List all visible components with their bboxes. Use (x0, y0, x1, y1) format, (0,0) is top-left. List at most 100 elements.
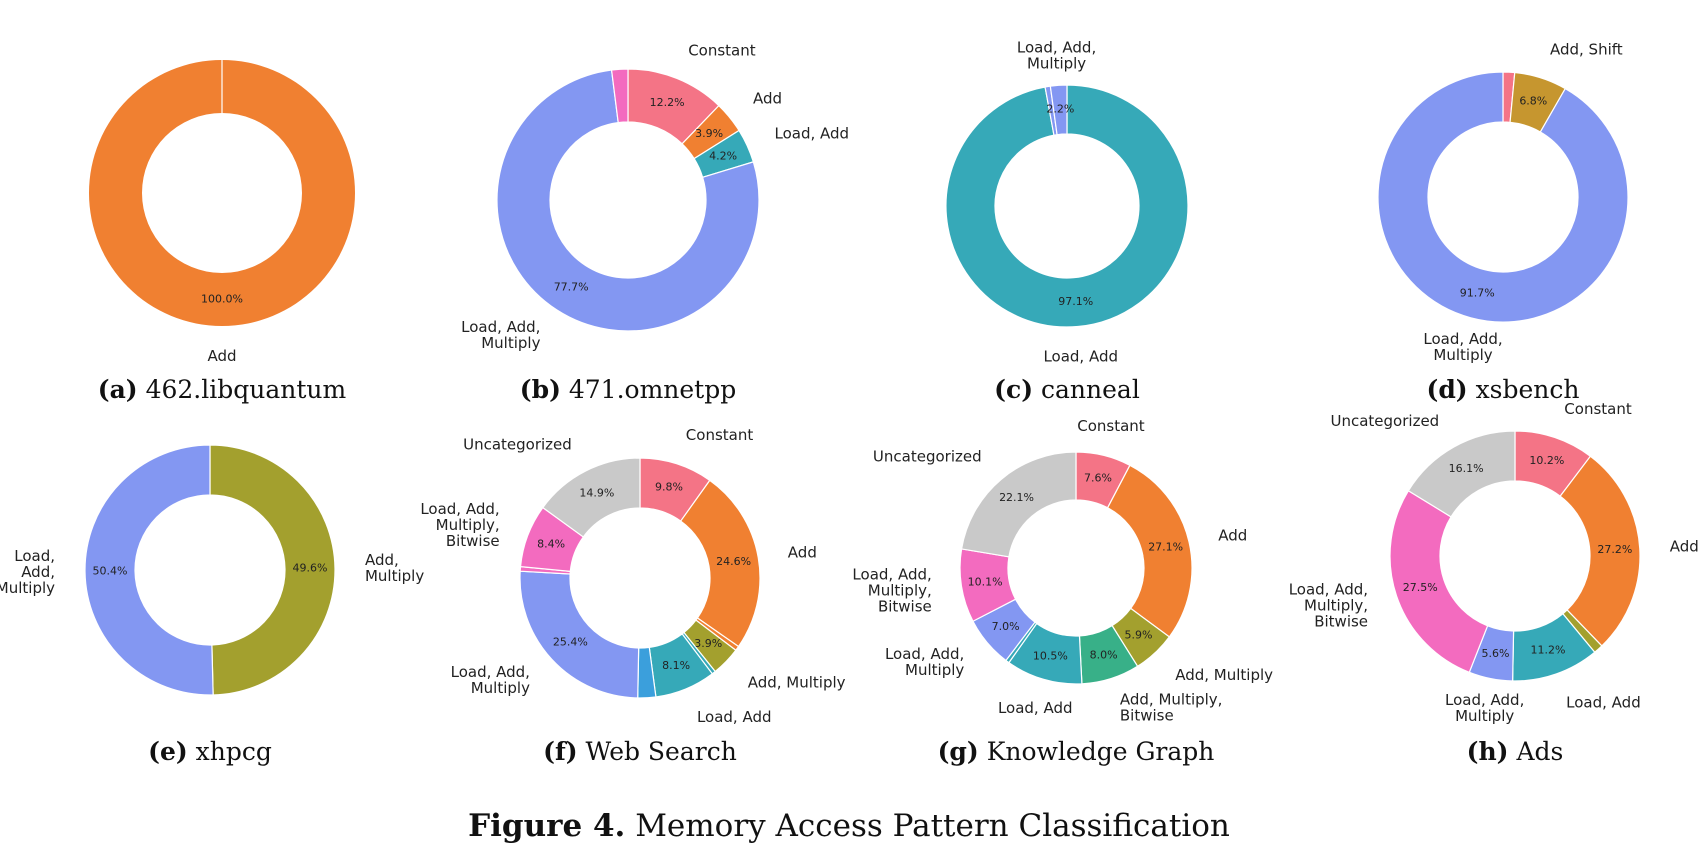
slice-label: Load, Add (1566, 693, 1641, 711)
subfigure-title: Knowledge Graph (987, 737, 1215, 766)
figure-spacer (625, 808, 635, 844)
slice-label: Add, Multiply (748, 673, 846, 691)
figure-caption: Figure 4. Memory Access Pattern Classifi… (468, 808, 1230, 844)
donut-chart-4: 6.8% Add, Shift 91.7% Load, Add, Multiply (d)… (1377, 40, 1629, 404)
pct-label: 14.9% (579, 486, 614, 499)
slice-label: Add (1670, 537, 1699, 555)
slice (1389, 489, 1489, 674)
slice-label: Add, Multiply (365, 551, 424, 585)
donut-chart-7: 7.6% Constant 27.1% Add 5.9% Add, Multiply 8.0… (852, 417, 1273, 766)
pct-label: 27.1% (1148, 540, 1183, 553)
donut-chart-5: 49.6% Add, Multiply 50.4% Load, Add, Multiply (… (0, 444, 424, 766)
slice-label: Add (1218, 526, 1247, 544)
slice-label: Load, Add, Multiply (0, 546, 55, 596)
slice (541, 457, 641, 538)
slice-label: Uncategorized (1331, 411, 1440, 429)
pct-label: 25.4% (553, 636, 588, 649)
pct-label: 8.0% (1090, 649, 1118, 662)
pct-label: 3.9% (694, 637, 722, 650)
slice (1377, 71, 1629, 323)
pct-label: 10.1% (968, 575, 1003, 588)
slice (960, 451, 1077, 558)
slice-label: Load, Add (998, 699, 1073, 717)
pct-label: 6.8% (1519, 95, 1547, 108)
pct-label: 10.5% (1033, 649, 1068, 662)
pct-label: 7.0% (992, 620, 1020, 633)
subfigure-title: xhpcg (196, 737, 272, 766)
slice-label: Constant (1564, 400, 1632, 418)
subfigure-spacer (1509, 737, 1517, 766)
slice (88, 60, 222, 326)
subfigure-caption: (b) 471.omnetpp (520, 375, 736, 404)
slice (1106, 464, 1193, 638)
slice-label: Uncategorized (463, 435, 572, 453)
slice (84, 444, 214, 696)
subfigure-caption: (c) canneal (994, 375, 1140, 404)
subfigure-letter: (d) (1426, 375, 1467, 404)
subfigure-spacer (578, 737, 586, 766)
slice-label: Constant (688, 41, 756, 59)
pct-label: 97.1% (1058, 295, 1093, 308)
subfigure-title: Web Search (586, 737, 737, 766)
pct-label: 22.1% (999, 491, 1034, 504)
slice-label: Load, Add, Multiply (1017, 38, 1096, 72)
donut-chart-8: 10.2% Constant 27.2% Add 11.2% Load, Add 5.6% L… (1289, 400, 1699, 766)
slice-label: Load, Add, Multiply, Bitwise (852, 565, 931, 615)
slice (1049, 84, 1068, 136)
donut-chart-6: 9.8% Constant 24.6% Add 3.9% Add, Multiply 8.1… (420, 426, 845, 766)
pct-label: 16.1% (1449, 462, 1484, 475)
pct-label: 50.4% (93, 564, 128, 577)
subfigure-letter: (e) (148, 737, 188, 766)
pct-label: 100.0% (201, 293, 243, 306)
subfigure-spacer (1033, 375, 1041, 404)
slice-label: Constant (1077, 417, 1145, 435)
pct-label: 2.2% (1046, 103, 1074, 116)
slice-label: Uncategorized (873, 447, 982, 465)
slice-label: Load, Add, Multiply (1423, 329, 1502, 363)
slice-label: Load, Add (1043, 347, 1118, 365)
subfigure-caption: (g) Knowledge Graph (938, 737, 1215, 766)
slice-label: Add, Multiply, Bitwise (1120, 690, 1223, 724)
slice-label: Load, Add, Multiply (461, 318, 540, 352)
slice-label: Constant (686, 426, 754, 444)
subfigure-caption: (e) xhpcg (148, 737, 272, 766)
donut-chart-3: 97.1% Load, Add 2.2% Load, Add, Multiply (c) … (945, 38, 1189, 404)
slice (945, 84, 1189, 328)
slice-label: Add (788, 543, 817, 561)
figure-title: Memory Access Pattern Classification (635, 808, 1230, 844)
pct-label: 11.2% (1531, 643, 1566, 656)
slice-label: Add (207, 347, 236, 365)
slice-label: Load, Add (697, 707, 772, 725)
subfigure-spacer (188, 737, 196, 766)
pct-label: 49.6% (293, 562, 328, 575)
subfigure-letter: (g) (938, 737, 979, 766)
pct-label: 7.6% (1084, 472, 1112, 485)
subfigure-title: xsbench (1476, 375, 1580, 404)
pct-label: 5.9% (1125, 628, 1153, 641)
slice (496, 69, 760, 332)
subfigure-spacer (1468, 375, 1476, 404)
pct-label: 8.1% (662, 659, 690, 672)
slice-label: Load, Add, Multiply (451, 662, 530, 696)
subfigure-title: 462.libquantum (146, 375, 347, 404)
pct-label: 24.6% (716, 555, 751, 568)
slice (1559, 455, 1641, 647)
subfigure-letter: (f) (543, 737, 577, 766)
slice (222, 60, 355, 326)
subfigure-title: Ads (1515, 737, 1563, 766)
subfigure-letter: (a) (98, 375, 138, 404)
pct-label: 77.7% (554, 281, 589, 294)
subfigure-title: canneal (1041, 375, 1140, 404)
subfigure-spacer (138, 375, 146, 404)
pct-label: 27.5% (1403, 581, 1438, 594)
slice-label: Load, Add, Multiply (885, 645, 964, 679)
pct-label: 5.6% (1481, 647, 1509, 660)
donut-chart-1: 100.0% Add (a) 462.libquantum (88, 60, 355, 404)
slice-label: Load, Add, Multiply, Bitwise (1289, 580, 1368, 630)
slice-label: Add (753, 89, 782, 107)
slice (610, 68, 629, 124)
slice-label: Add, Shift (1550, 40, 1623, 58)
slice (1407, 430, 1516, 518)
subfigure-letter: (c) (994, 375, 1033, 404)
